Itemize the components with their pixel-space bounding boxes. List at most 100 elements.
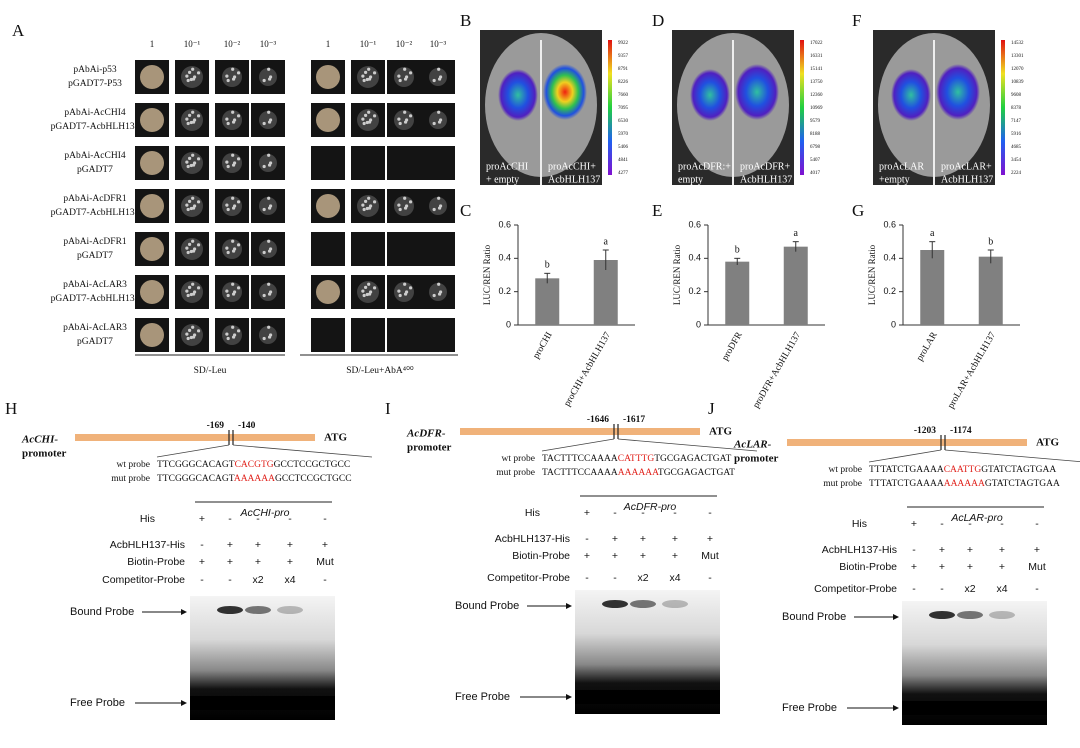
row-cell: - <box>968 518 972 530</box>
row-label: Competitor-Probe <box>814 583 897 595</box>
panel-letter: C <box>460 201 471 220</box>
scale-label: 9579 <box>810 119 821 124</box>
colony-dot <box>267 325 271 329</box>
colony-dot <box>185 160 189 164</box>
bar <box>920 250 945 325</box>
row-label: AcbHLH137-His <box>822 544 897 556</box>
colony-dot <box>362 207 366 212</box>
scale-label: 2224 <box>1011 171 1022 176</box>
arrow-head <box>181 700 187 706</box>
row-cell: Mut <box>701 550 719 562</box>
colony-dot <box>437 110 441 114</box>
colony-dot <box>186 250 190 255</box>
colony <box>140 194 164 218</box>
colony <box>259 154 277 172</box>
colony-dot <box>225 203 229 207</box>
row-cell: + <box>584 550 590 562</box>
colony-dot <box>196 243 201 247</box>
y-axis-label: LUC/REN Ratio <box>672 244 682 305</box>
atg-label: ATG <box>709 426 732 438</box>
bound-label: Bound Probe <box>455 600 519 612</box>
colony <box>429 197 447 215</box>
plate-spot <box>421 232 455 266</box>
colony-dot <box>262 250 266 255</box>
probe-label: mut probe <box>823 479 862 489</box>
row-cell: - <box>912 583 916 595</box>
significance-letter: a <box>930 228 935 239</box>
free-label: Free Probe <box>455 691 510 703</box>
sequence-part: TGCGAGACTGAT <box>658 468 735 478</box>
plate-spot <box>351 146 385 180</box>
dilution-label: 10⁻² <box>224 39 241 49</box>
sequence-part: TGCGAGACTGAT <box>654 454 731 464</box>
arrow-head <box>566 603 572 609</box>
sequence-part: AAAAAA <box>618 468 659 478</box>
leaf-label: AcbHLH137 <box>548 174 600 185</box>
bound-band <box>929 611 955 619</box>
colony-dot <box>236 71 241 75</box>
leaf-label: AcbHLH137 <box>941 174 993 185</box>
row-label: His <box>140 513 155 525</box>
leaf-label: AcbHLH137 <box>740 174 792 185</box>
bound-band <box>630 600 656 608</box>
row-cell: + <box>672 550 678 562</box>
y-tick-label: 0.6 <box>498 219 511 229</box>
colony-dot <box>231 239 235 243</box>
colony-dot <box>191 239 195 243</box>
colony <box>222 110 242 130</box>
row-cell: - <box>708 507 712 519</box>
construct-label: pGADT7-AcbHLH137 <box>51 208 140 218</box>
colony-dot <box>189 292 193 297</box>
significance-letter: b <box>735 245 740 256</box>
colony-dot <box>231 153 235 157</box>
scale-label: 5406 <box>618 145 629 150</box>
colony-dot <box>185 246 189 250</box>
colony-dot <box>362 121 366 126</box>
colony-dot <box>432 78 436 83</box>
y-tick-label: 0.4 <box>883 253 896 263</box>
scale-label: 5407 <box>810 158 821 163</box>
colony <box>357 195 379 217</box>
colony-dot <box>236 329 241 333</box>
scale-label: 6798 <box>810 145 821 150</box>
significance-letter: b <box>545 260 550 271</box>
colony-dot <box>398 78 402 83</box>
leaf-label: proAcCHI <box>486 161 528 172</box>
colony <box>140 237 164 261</box>
scale-label: 7095 <box>618 106 629 111</box>
construct-label: pGADT7 <box>77 165 113 175</box>
sequence-part: GCCTCCGCTGCC <box>275 474 352 484</box>
colony-dot <box>437 196 441 200</box>
row-cell: + <box>939 544 945 556</box>
colony <box>222 67 242 87</box>
y-tick-label: 0.2 <box>688 286 701 296</box>
colony <box>140 65 164 89</box>
colony-dot <box>432 293 436 298</box>
bound-label: Bound Probe <box>70 606 134 618</box>
position-label: -1174 <box>950 426 972 436</box>
colony-dot <box>188 113 192 117</box>
bound-band <box>245 606 271 614</box>
colony <box>316 65 340 89</box>
signal <box>891 69 931 121</box>
colony-dot <box>403 77 408 81</box>
promoter-label: AcLAR- <box>733 439 772 451</box>
row-cell: - <box>323 574 327 586</box>
color-bar <box>800 40 804 175</box>
colony <box>259 68 277 86</box>
row-cell: - <box>256 513 260 525</box>
row-cell: - <box>228 513 232 525</box>
row-cell: + <box>999 544 1005 556</box>
plate-spot <box>351 318 385 352</box>
colony-dot <box>186 121 190 126</box>
row-cell: + <box>911 561 917 573</box>
colony-dot <box>267 110 271 114</box>
colony-dot <box>364 199 368 203</box>
colony-dot <box>367 67 371 71</box>
probe-sequence: TACTTTCCAAAACATTTGTGCGAGACTGAT <box>542 454 731 464</box>
colony-dot <box>262 293 266 298</box>
colony-dot <box>225 289 229 293</box>
colony-dot <box>403 110 407 114</box>
bound-label: Bound Probe <box>782 611 846 623</box>
construct-label: pGADT7 <box>77 337 113 347</box>
